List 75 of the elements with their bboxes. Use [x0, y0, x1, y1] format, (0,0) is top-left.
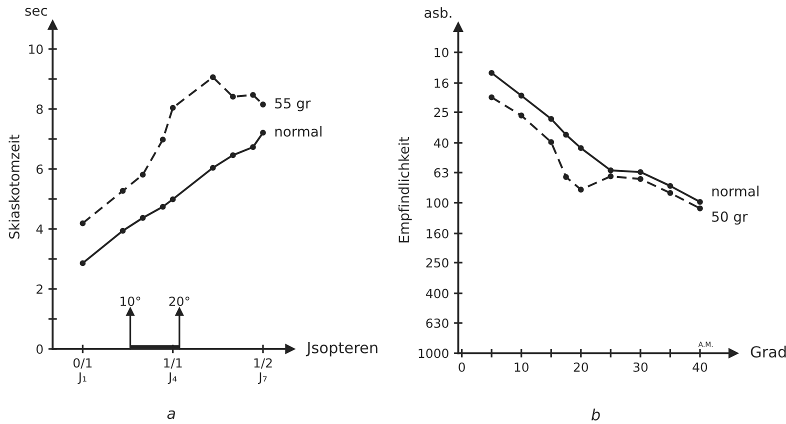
point	[210, 164, 216, 171]
point	[563, 132, 569, 138]
point	[230, 152, 236, 158]
point	[667, 190, 674, 196]
x-tick-label: 0	[458, 362, 465, 372]
point	[140, 214, 146, 221]
y-tick-label: 100	[426, 198, 448, 208]
y-tick-label: 63	[434, 168, 448, 178]
point	[518, 92, 524, 99]
annotation: 10°	[120, 296, 140, 306]
text: b	[591, 408, 600, 420]
y-tick-label: 25	[434, 108, 448, 118]
point	[548, 116, 554, 122]
series-label: normal	[275, 126, 322, 137]
x-tick-label: 1/2 J₇	[254, 358, 272, 384]
point	[667, 182, 674, 189]
text: a	[167, 410, 176, 420]
point	[80, 260, 86, 266]
y-axis-title: Empfindlichkeit	[398, 136, 412, 242]
point	[170, 104, 176, 111]
text: sec	[25, 8, 48, 16]
point	[578, 145, 584, 152]
point	[260, 102, 266, 108]
series-label: 55 gr	[275, 98, 311, 112]
x-axis-title: Grad	[750, 346, 786, 358]
x-tick-label: 10	[514, 362, 528, 372]
point	[210, 74, 216, 80]
point	[250, 144, 256, 150]
x-tick-label: 20	[574, 362, 588, 372]
y-axis-title: Skiaskotomzeit	[8, 134, 20, 239]
point	[637, 176, 644, 182]
x-tick-label: 1/1 J₄	[164, 358, 182, 384]
y-tick-label: 6	[36, 164, 43, 174]
point	[250, 92, 256, 98]
series-label: 50 gr	[712, 211, 748, 225]
point	[608, 167, 614, 174]
y-tick-label: 10	[434, 48, 448, 58]
series-label: normal	[712, 186, 758, 196]
text: asb.	[424, 7, 452, 18]
x-axis-title: Jsopteren	[306, 342, 378, 356]
point	[140, 172, 146, 178]
point	[563, 174, 569, 180]
y-tick-label: 160	[426, 228, 448, 238]
y-tick-label: 10	[29, 44, 43, 54]
point	[697, 205, 703, 212]
point	[260, 130, 266, 136]
y-tick-label: 1000	[418, 348, 448, 358]
point	[697, 198, 703, 205]
x-tick-label: 40	[692, 362, 708, 372]
y-tick-label: 0	[36, 344, 43, 354]
x-tick-label: 0/1 J₁	[73, 358, 92, 384]
point	[160, 204, 166, 210]
y-tick-label: 2	[36, 284, 42, 294]
point	[160, 136, 166, 143]
y-tick-label: 40	[434, 138, 448, 148]
y-tick-label: 4	[36, 224, 43, 234]
y-tick-label: 250	[426, 258, 448, 268]
point	[120, 188, 126, 194]
point	[637, 169, 644, 176]
point	[230, 94, 236, 100]
y-tick-label: 400	[426, 288, 448, 298]
point	[120, 228, 126, 234]
point	[170, 196, 176, 202]
point	[608, 173, 614, 180]
point	[518, 112, 524, 118]
x-tick-label: 30	[633, 362, 648, 372]
point	[488, 70, 495, 76]
y-tick-label: 8	[36, 104, 43, 114]
annotation: 20°	[169, 296, 190, 306]
point	[548, 139, 554, 146]
point	[578, 186, 584, 193]
point	[488, 94, 495, 100]
point	[80, 220, 86, 226]
y-tick-label: 16	[434, 78, 448, 88]
y-tick-label: 630	[426, 318, 448, 328]
